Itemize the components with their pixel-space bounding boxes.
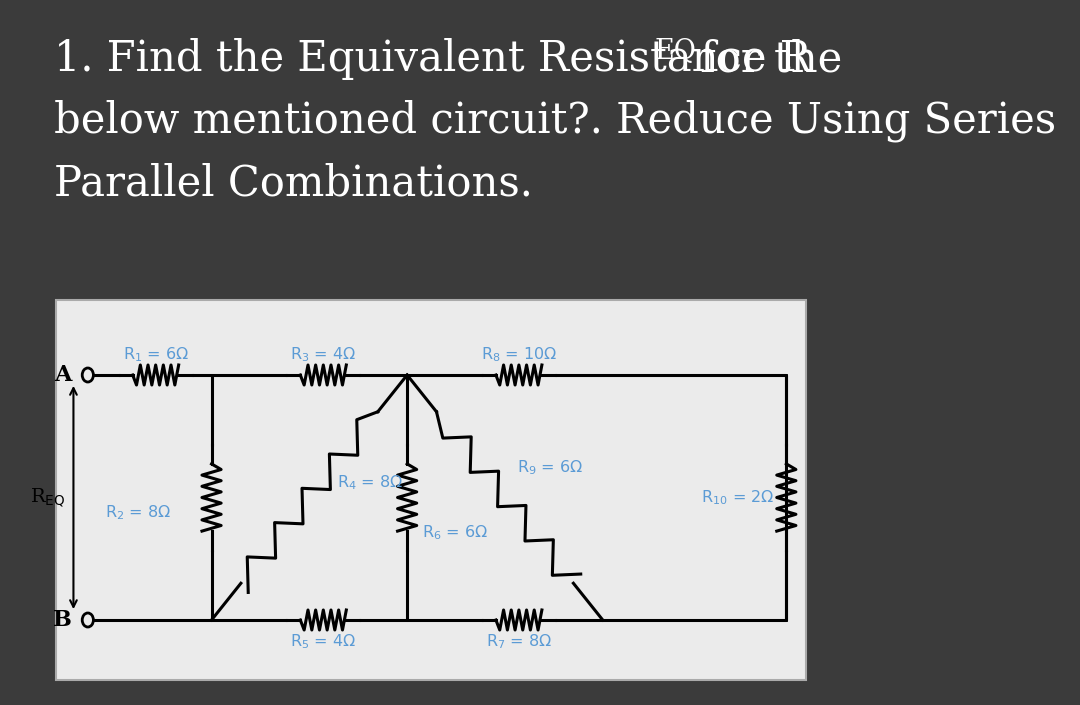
Text: R$_{\rm EQ}$: R$_{\rm EQ}$ [30, 486, 66, 508]
Text: below mentioned circuit?. Reduce Using Series: below mentioned circuit?. Reduce Using S… [54, 100, 1056, 142]
Text: R$_3$ = 4$\Omega$: R$_3$ = 4$\Omega$ [291, 345, 356, 364]
Text: R$_{10}$ = 2$\Omega$: R$_{10}$ = 2$\Omega$ [701, 488, 774, 507]
Text: R$_4$ = 8$\Omega$: R$_4$ = 8$\Omega$ [337, 473, 404, 492]
Text: B: B [53, 609, 72, 631]
Text: R$_8$ = 10$\Omega$: R$_8$ = 10$\Omega$ [481, 345, 557, 364]
Text: R$_9$ = 6$\Omega$: R$_9$ = 6$\Omega$ [517, 458, 583, 477]
Text: R$_5$ = 4$\Omega$: R$_5$ = 4$\Omega$ [291, 632, 356, 651]
Text: A: A [54, 364, 72, 386]
Text: R$_1$ = 6$\Omega$: R$_1$ = 6$\Omega$ [122, 345, 189, 364]
Text: R$_7$ = 8$\Omega$: R$_7$ = 8$\Omega$ [486, 632, 552, 651]
Text: R$_6$ = 6$\Omega$: R$_6$ = 6$\Omega$ [421, 523, 488, 542]
Text: Parallel Combinations.: Parallel Combinations. [54, 162, 534, 204]
Text: for the: for the [687, 38, 841, 80]
Text: R$_2$ = 8$\Omega$: R$_2$ = 8$\Omega$ [106, 503, 172, 522]
FancyBboxPatch shape [56, 300, 807, 680]
Text: 1. Find the Equivalent Resistance R: 1. Find the Equivalent Resistance R [54, 38, 811, 80]
Text: EQ: EQ [654, 38, 697, 65]
